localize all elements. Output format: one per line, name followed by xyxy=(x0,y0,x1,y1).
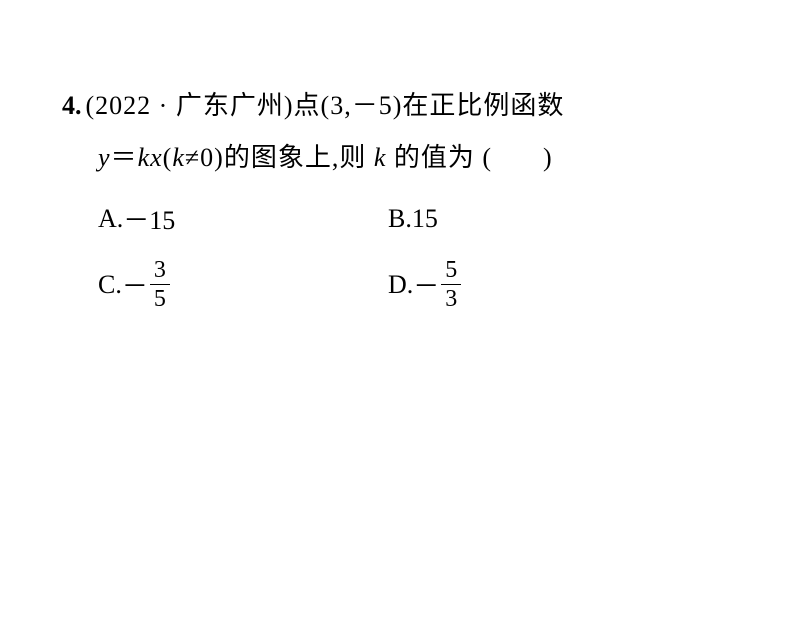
point-coords: (3,－5) xyxy=(321,91,403,120)
text-part3: 的图象上,则 xyxy=(224,143,374,172)
question-text-line1: (2022 · 广东广州)点(3,－5)在正比例函数 xyxy=(86,80,565,132)
option-d-minus: － xyxy=(413,266,439,303)
source-location: 广东广州 xyxy=(176,91,284,120)
eq-sign: ＝ xyxy=(111,143,138,172)
option-d-denominator: 3 xyxy=(441,286,461,312)
question-number: 4. xyxy=(62,80,82,132)
text-part1: 点 xyxy=(294,91,321,120)
option-b-value: 15 xyxy=(412,204,438,234)
option-c-denominator: 5 xyxy=(150,286,170,312)
option-d-fraction-line xyxy=(441,284,461,285)
answer-blank: ( ) xyxy=(482,143,551,172)
option-c-fraction-line xyxy=(150,284,170,285)
var-x: x xyxy=(150,143,163,172)
option-d: D. － 5 3 xyxy=(388,257,461,313)
option-c-label: C. xyxy=(98,270,122,300)
cond-neq: ≠0) xyxy=(185,143,224,172)
var-k1: k xyxy=(138,143,151,172)
option-a-value: －15 xyxy=(123,200,175,237)
question-second-line: y＝kx(k≠0)的图象上,则 k 的值为 ( ) xyxy=(98,132,752,184)
option-c: C. － 3 5 xyxy=(98,257,388,313)
text-part4: 的值为 xyxy=(386,143,482,172)
option-d-numerator: 5 xyxy=(441,257,461,283)
option-a: A. －15 xyxy=(98,200,388,237)
var-k2: k xyxy=(172,143,185,172)
cond-open: ( xyxy=(163,143,173,172)
var-y: y xyxy=(98,143,111,172)
option-c-numerator: 3 xyxy=(150,257,170,283)
option-c-minus: － xyxy=(122,266,148,303)
var-k3: k xyxy=(374,143,387,172)
source-prefix: (2022 · xyxy=(86,91,176,120)
option-d-fraction: 5 3 xyxy=(441,257,461,313)
source-suffix: ) xyxy=(284,91,294,120)
question-first-line: 4. (2022 · 广东广州)点(3,－5)在正比例函数 xyxy=(62,80,752,132)
option-b-label: B. xyxy=(388,204,412,234)
option-d-label: D. xyxy=(388,270,413,300)
options-container: A. －15 B. 15 C. － 3 5 D. － xyxy=(98,200,752,313)
options-row-2: C. － 3 5 D. － 5 3 xyxy=(98,257,752,313)
text-part2: 在正比例函数 xyxy=(402,91,564,120)
option-b: B. 15 xyxy=(388,200,438,237)
question-content: 4. (2022 · 广东广州)点(3,－5)在正比例函数 y＝kx(k≠0)的… xyxy=(62,80,752,333)
option-a-label: A. xyxy=(98,204,123,234)
options-row-1: A. －15 B. 15 xyxy=(98,200,752,237)
option-c-fraction: 3 5 xyxy=(150,257,170,313)
